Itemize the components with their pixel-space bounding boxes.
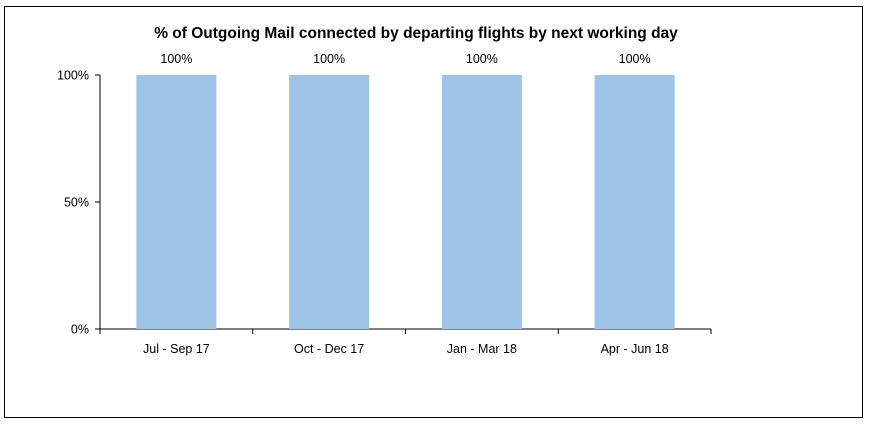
bar <box>289 75 370 329</box>
y-axis: 0% 50% 100% <box>57 69 101 337</box>
data-label: 100% <box>466 52 498 66</box>
bar <box>594 75 675 329</box>
x-tick-label: Jan - Mar 18 <box>447 342 517 356</box>
x-axis: Jul - Sep 17 Oct - Dec 17 Jan - Mar 18 Apr … <box>99 328 712 356</box>
x-tick-label: Jul - Sep 17 <box>143 342 210 356</box>
y-tick-label: 50% <box>64 196 89 210</box>
data-label: 100% <box>619 52 651 66</box>
data-labels-group: 100% 100% 100% 100% <box>160 52 650 66</box>
data-label: 100% <box>313 52 345 66</box>
bars-group <box>136 75 675 329</box>
x-tick-label: Apr - Jun 18 <box>601 342 669 356</box>
y-tick-label: 100% <box>57 69 89 83</box>
bar <box>136 75 217 329</box>
y-tick-label: 0% <box>71 323 89 337</box>
chart-title: % of Outgoing Mail connected by departin… <box>154 25 678 42</box>
bar <box>441 75 522 329</box>
data-label: 100% <box>160 52 192 66</box>
x-tick-label: Oct - Dec 17 <box>294 342 364 356</box>
